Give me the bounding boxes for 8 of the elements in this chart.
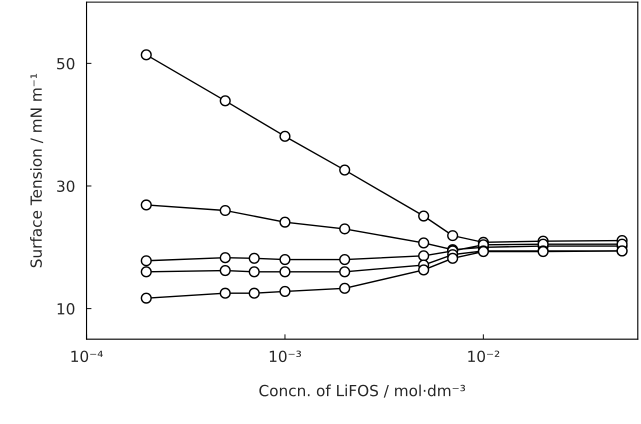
y-tick-label: 50 <box>57 58 74 70</box>
y-tick-label: 10 <box>58 303 74 315</box>
x-tick-label: 10⁻³ <box>270 350 301 362</box>
x-axis-title: Concn. of LiFOS / mol·dm⁻³ <box>259 384 466 398</box>
x-tick-label: 10⁻² <box>468 350 500 362</box>
y-axis-title: Surface Tension / mN m⁻¹ <box>30 74 44 268</box>
y-tick-label: 30 <box>57 180 74 192</box>
x-tick-label: 10⁻⁴ <box>71 350 103 362</box>
